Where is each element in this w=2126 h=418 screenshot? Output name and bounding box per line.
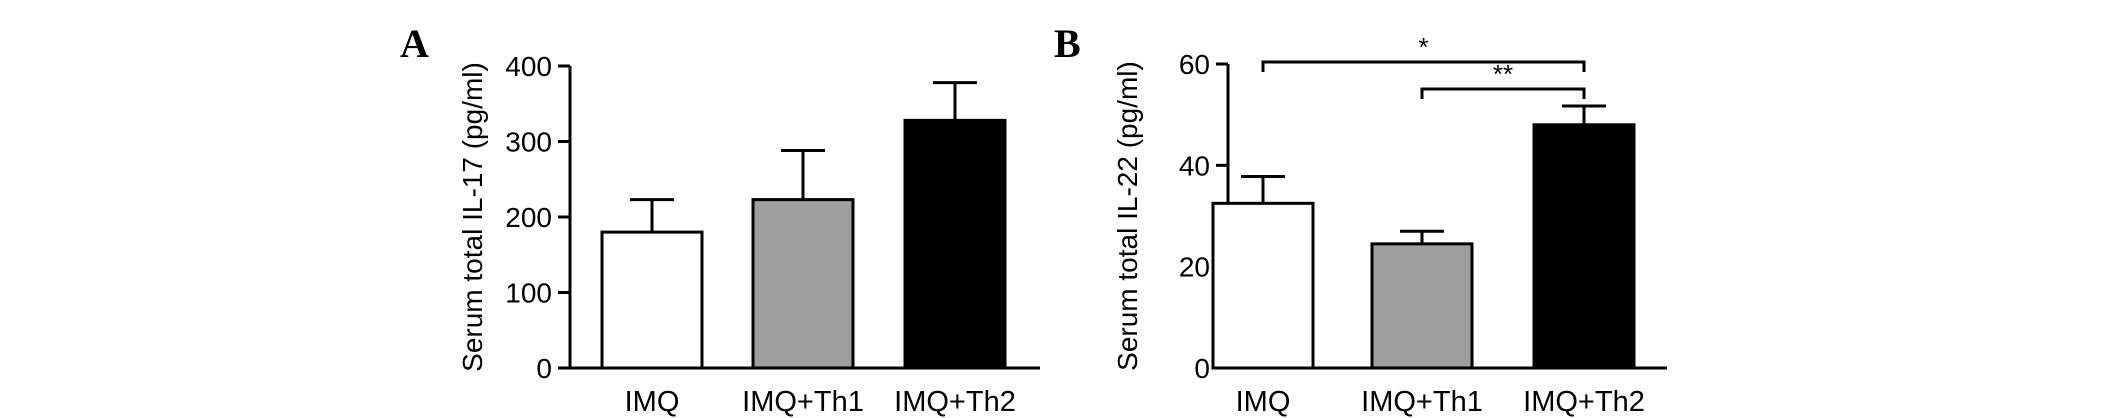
significance-bracket [1261,60,1586,72]
x-category-label: IMQ+Th1 [742,386,864,418]
bar [600,230,704,370]
y-tick-label: 20 [1179,252,1210,283]
bar [1532,123,1636,370]
chart-panel-b: B 0 20 40 60 Serum total IL-22 (pg/ml) IMQ IMQ+… [1054,21,1667,418]
y-tick-label: 40 [1179,150,1210,181]
significance-label: ** [1493,59,1513,89]
y-tick-label: 0 [536,353,552,384]
x-category-label: IMQ [1236,386,1291,418]
bar [1211,201,1315,370]
x-category-label: IMQ+Th1 [1361,386,1483,418]
x-category-label: IMQ [625,386,680,418]
y-tick-label: 400 [505,51,552,82]
x-category-label: IMQ+Th2 [894,386,1016,418]
y-axis-title: Serum total IL-17 (pg/ml) [457,62,488,372]
bar [751,198,855,370]
y-tick-label: 0 [1194,353,1210,384]
panel-letter: B [1054,21,1081,66]
chart-panel-a: A 0 100 200 300 400 Serum total IL-17 (pg/ml) I… [400,21,1040,418]
significance-label: * [1418,32,1428,62]
y-tick-label: 60 [1179,49,1210,80]
y-tick-label: 100 [505,278,552,309]
y-tick-label: 300 [505,127,552,158]
bar [903,118,1007,370]
y-tick-label: 200 [505,202,552,233]
significance-bracket [1420,87,1586,99]
y-axis-title: Serum total IL-22 (pg/ml) [1112,61,1143,371]
bar [1370,242,1474,370]
x-category-label: IMQ+Th2 [1523,386,1645,418]
panel-letter: A [400,21,429,66]
